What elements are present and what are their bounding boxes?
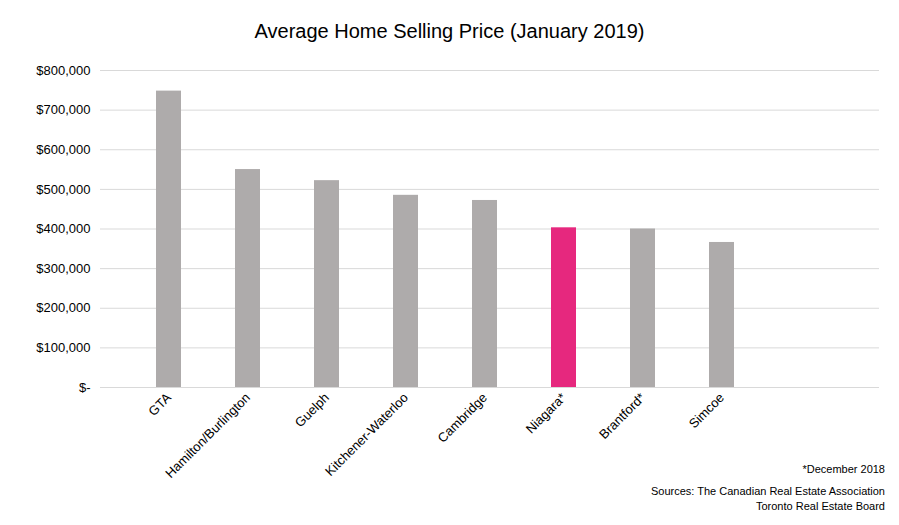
svg-text:$300,000: $300,000 (36, 261, 90, 276)
html-text:*December 2018: *December 2018 (802, 463, 885, 475)
svg-text:GTA: GTA (145, 390, 174, 419)
svg-text:Cambridge: Cambridge (434, 390, 490, 446)
svg-text:$500,000: $500,000 (36, 182, 90, 197)
svg-text:$100,000: $100,000 (36, 340, 90, 355)
svg-text:Brantford*: Brantford* (596, 390, 648, 442)
svg-text:$200,000: $200,000 (36, 300, 90, 315)
html-text:Sources: The Canadian Real Est: Sources: The Canadian Real Estate Associ… (651, 485, 885, 497)
html-text:Average Home Selling Price (Ja: Average Home Selling Price (January 2019… (254, 20, 645, 42)
svg-text:Hamilton/Burlington: Hamilton/Burlington (162, 390, 253, 481)
svg-text:Simcoe: Simcoe (686, 390, 727, 431)
svg-text:$700,000: $700,000 (36, 102, 90, 117)
svg-text:Guelph: Guelph (292, 390, 332, 430)
svg-text:$600,000: $600,000 (36, 142, 90, 157)
svg-text:Kitchener-Waterloo: Kitchener-Waterloo (322, 390, 411, 479)
svg-text:$400,000: $400,000 (36, 221, 90, 236)
svg-text:Niagara*: Niagara* (523, 390, 569, 436)
html-text:Toronto Real Estate Board: Toronto Real Estate Board (756, 500, 885, 512)
svg-text:$-: $- (79, 380, 91, 395)
svg-text:$800,000: $800,000 (36, 63, 90, 78)
